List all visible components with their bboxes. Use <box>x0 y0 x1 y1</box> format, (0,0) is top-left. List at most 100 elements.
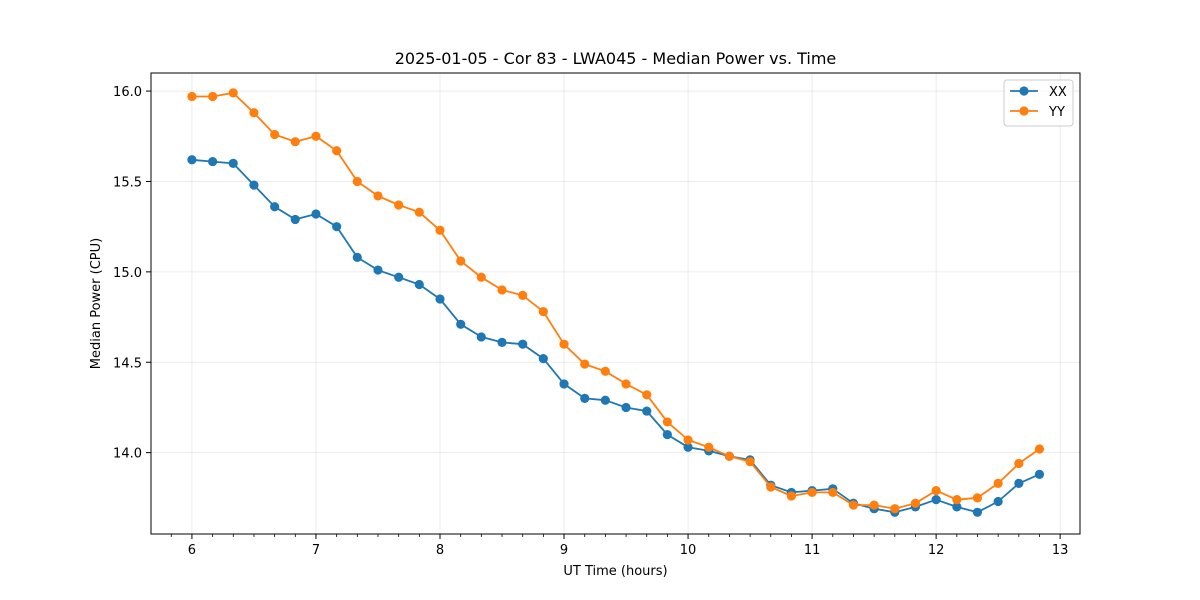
data-point-yy <box>869 500 879 510</box>
x-tick-label: 11 <box>804 543 821 558</box>
data-point-yy <box>890 504 900 514</box>
data-point-yy <box>290 137 300 147</box>
data-point-yy <box>972 493 983 503</box>
data-point-yy <box>828 487 838 498</box>
data-point-yy <box>724 451 734 461</box>
data-point-yy <box>352 176 362 187</box>
data-point-xx <box>580 393 590 404</box>
data-point-xx <box>332 222 342 232</box>
data-point-yy <box>580 359 590 369</box>
y-axis: 14.0 14.5 15.0 15.5 16.0 <box>113 85 151 462</box>
legend-label: YY <box>1048 105 1065 120</box>
data-point-xx <box>683 442 693 452</box>
data-point-yy <box>621 379 631 389</box>
data-point-xx <box>249 180 259 190</box>
legend-label: XX <box>1049 85 1067 100</box>
data-point-xx <box>931 495 941 505</box>
data-point-xx <box>642 406 652 416</box>
data-point-xx <box>290 214 300 225</box>
legend-marker <box>1019 106 1029 116</box>
data-point-yy <box>435 225 445 235</box>
x-axis-label: UT Time (hours) <box>563 564 667 579</box>
data-point-yy <box>332 146 342 156</box>
data-point-yy <box>848 500 858 510</box>
data-point-yy <box>704 442 714 452</box>
data-point-yy <box>187 91 197 102</box>
y-tick-label: 16.0 <box>113 85 142 100</box>
data-point-xx <box>972 507 983 517</box>
x-tick-label: 6 <box>188 543 196 558</box>
legend: XX YY <box>1003 79 1074 127</box>
legend-marker <box>1019 86 1029 96</box>
series-yy <box>187 88 1045 514</box>
data-point-yy <box>910 498 921 508</box>
data-point-yy <box>497 285 507 295</box>
data-point-xx <box>497 337 507 347</box>
x-axis: 6 7 8 9 10 11 12 13 <box>170 534 1069 558</box>
data-point-yy <box>270 129 280 140</box>
y-tick-label: 15.0 <box>113 266 142 281</box>
data-point-xx <box>952 502 962 512</box>
y-tick-label: 14.5 <box>113 356 142 371</box>
data-point-yy <box>642 390 652 400</box>
data-point-xx <box>208 156 218 167</box>
x-tick-label: 13 <box>1052 543 1069 558</box>
x-tick-label: 7 <box>312 543 320 558</box>
x-tick-label: 8 <box>436 543 444 558</box>
data-point-yy <box>807 487 817 498</box>
y-tick-label: 15.5 <box>113 175 142 190</box>
data-point-xx <box>187 155 197 165</box>
data-point-yy <box>1014 458 1024 469</box>
data-point-xx <box>662 429 672 440</box>
data-point-xx <box>538 354 548 364</box>
data-point-yy <box>456 256 466 266</box>
y-axis-label: Median Power (CPU) <box>89 238 104 369</box>
data-point-xx <box>1034 469 1045 479</box>
data-point-xx <box>600 395 610 405</box>
data-point-xx <box>373 265 383 275</box>
data-point-yy <box>745 457 755 467</box>
x-tick-label: 10 <box>680 543 697 558</box>
data-point-yy <box>559 339 569 349</box>
data-point-yy <box>766 482 776 492</box>
legend-entry-yy: YY <box>1010 105 1065 120</box>
y-tick-label: 14.0 <box>113 447 142 462</box>
data-point-xx <box>476 332 486 342</box>
data-point-yy <box>311 131 321 141</box>
data-point-xx <box>621 402 631 413</box>
data-point-yy <box>786 491 796 501</box>
data-point-xx <box>270 202 280 212</box>
data-point-yy <box>1034 444 1045 454</box>
data-point-yy <box>228 88 238 98</box>
data-point-xx <box>456 319 466 329</box>
data-point-yy <box>952 495 962 505</box>
data-point-xx <box>518 339 528 349</box>
data-point-yy <box>683 435 693 445</box>
data-point-xx <box>311 209 321 219</box>
data-point-yy <box>394 200 404 210</box>
data-point-xx <box>1014 478 1024 488</box>
data-point-xx <box>228 158 238 168</box>
data-point-yy <box>373 191 383 201</box>
data-point-yy <box>662 417 672 427</box>
data-point-yy <box>249 108 259 118</box>
chart-title: 2025-01-05 - Cor 83 - LWA045 - Median Po… <box>395 49 837 68</box>
plot-frame <box>150 72 1081 535</box>
data-point-xx <box>352 252 362 262</box>
data-point-yy <box>476 272 486 282</box>
data-point-yy <box>518 290 528 300</box>
data-point-yy <box>931 486 941 496</box>
legend-entry-xx: XX <box>1010 85 1067 100</box>
data-point-xx <box>435 294 445 304</box>
data-point-xx <box>394 272 404 282</box>
data-point-xx <box>559 379 569 389</box>
data-point-yy <box>538 307 548 317</box>
x-tick-label: 9 <box>560 543 568 558</box>
series-layer <box>187 88 1045 517</box>
data-point-xx <box>414 279 424 290</box>
x-tick-label: 12 <box>928 543 945 558</box>
data-point-xx <box>993 496 1003 507</box>
data-point-yy <box>600 366 610 376</box>
data-point-yy <box>993 478 1003 488</box>
